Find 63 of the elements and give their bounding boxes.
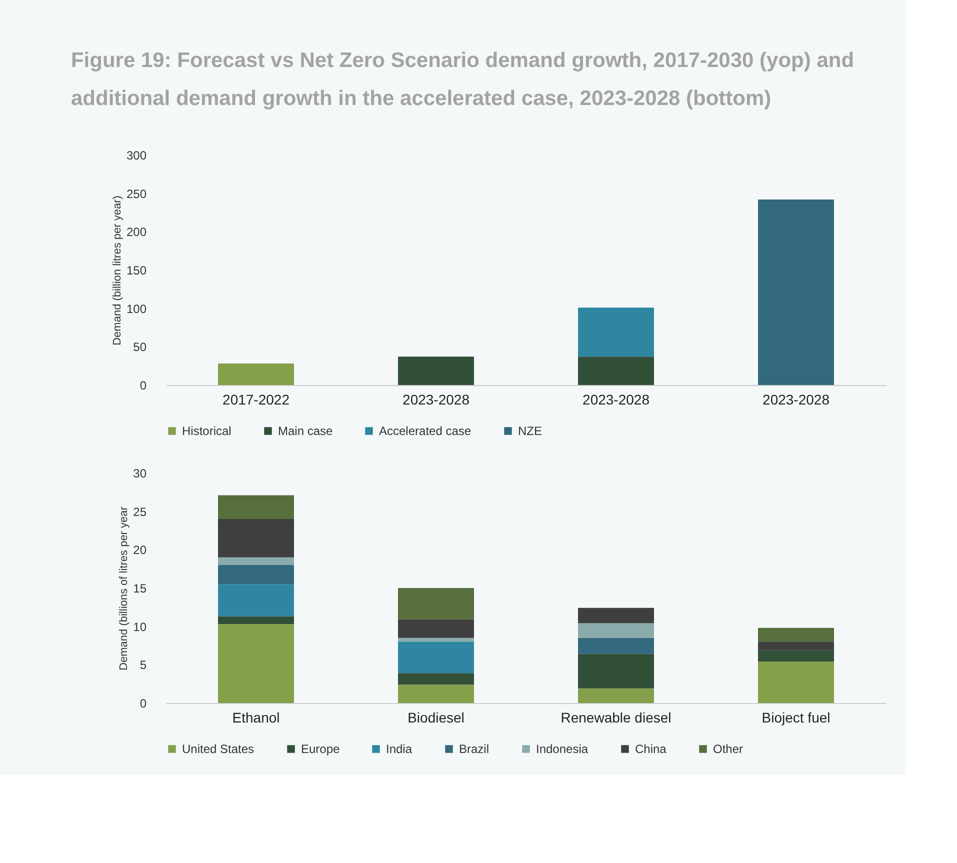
bar (218, 565, 294, 584)
bar (758, 199, 834, 385)
bar (398, 673, 474, 685)
y-axis-title: Demand (billion litres per year) (111, 196, 124, 346)
bar (578, 654, 654, 688)
y-tick-label: 50 (133, 340, 147, 354)
bar (578, 308, 654, 357)
y-tick-label: 200 (126, 225, 147, 240)
y-tick-label: 25 (133, 504, 147, 519)
bar (758, 650, 834, 662)
y-tick-label: 100 (126, 302, 147, 316)
x-tick-label: Renewable diesel (560, 710, 672, 726)
bar (578, 623, 654, 638)
bar (398, 619, 474, 638)
bar (578, 608, 654, 624)
x-tick-label: 2017-2022 (222, 392, 290, 408)
y-tick-label: 10 (133, 620, 147, 634)
y-tick-label: 0 (140, 378, 147, 392)
y-tick-label: 300 (126, 148, 147, 162)
legend-label: India (386, 742, 412, 756)
y-tick-label: 150 (126, 264, 147, 278)
bar (758, 642, 834, 650)
bar (398, 588, 474, 620)
x-tick-label: 2023-2028 (582, 392, 650, 408)
y-tick-label: 0 (140, 696, 147, 710)
y-tick-label: 250 (126, 186, 147, 201)
legend-label: Brazil (459, 742, 490, 756)
x-tick-label: Biodiesel (408, 710, 464, 726)
legend-label: Indonesia (536, 742, 588, 756)
bar (578, 356, 654, 385)
bar (218, 557, 294, 565)
x-tick-label: Bioject fuel (762, 710, 830, 726)
legend-label: Europe (301, 742, 340, 756)
legend-label: Accelerated case (379, 424, 472, 438)
x-tick-label: 2023-2028 (402, 392, 470, 408)
bar (218, 624, 294, 703)
legend-label: Other (713, 742, 744, 756)
bar (218, 364, 294, 385)
bar (578, 688, 654, 703)
bar (758, 662, 834, 703)
chart-title: Figure 19: Forecast vs Net Zero Scenario demand growth, 2017-2030 (yop) and additional demand growth in the accelerated case, 2023-2028 (bottom) (70, 49, 854, 110)
bar (218, 519, 294, 558)
legend-label: Main case (278, 424, 334, 438)
y-tick-label: 30 (133, 466, 147, 480)
bar (398, 684, 474, 703)
bar (578, 638, 654, 654)
y-tick-label: 20 (133, 543, 147, 558)
y-axis-title: Demand (billions of litres per year (118, 506, 130, 670)
x-tick-label: Ethanol (232, 710, 280, 726)
y-tick-label: 5 (140, 658, 147, 672)
bar (398, 642, 474, 674)
y-tick-label: 15 (133, 582, 147, 596)
bar (218, 584, 294, 616)
legend-label: NZE (518, 424, 542, 438)
bar (398, 638, 474, 642)
bar (398, 356, 474, 385)
legend-label: Historical (182, 424, 232, 438)
legend-label: China (635, 742, 667, 756)
bar (218, 616, 294, 624)
legend-label: United States (182, 742, 254, 756)
bar (758, 628, 834, 642)
x-tick-label: 2023-2028 (762, 392, 830, 408)
bar (218, 495, 294, 519)
